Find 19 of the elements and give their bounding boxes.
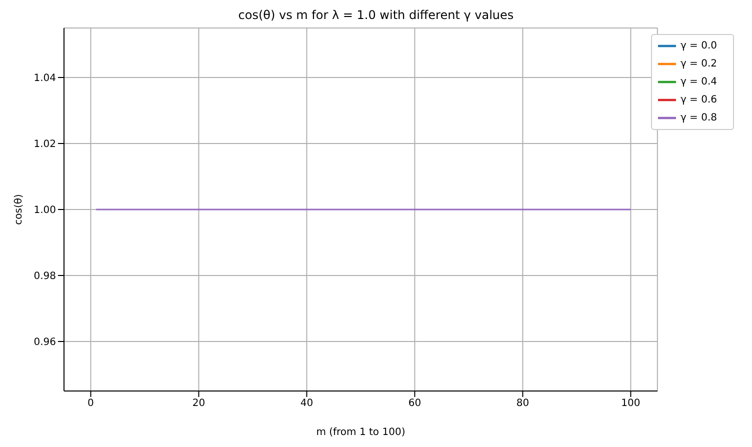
y-tick-label: 0.98	[34, 271, 56, 282]
legend-label: γ = 0.8	[680, 112, 717, 124]
x-tick-label: 60	[408, 398, 422, 410]
x-axis-title: m (from 1 to 100)	[316, 427, 406, 438]
y-tick-label: 1.00	[34, 205, 56, 216]
legend-label: γ = 0.4	[680, 76, 717, 88]
x-tick-label: 80	[516, 398, 530, 410]
legend-label: γ = 0.2	[680, 58, 717, 70]
x-tick-label: 40	[300, 398, 314, 410]
y-tick-label: 1.02	[34, 139, 56, 150]
x-tick-label: 0	[88, 398, 94, 410]
x-tick-label: 100	[621, 398, 640, 410]
chart-title: cos(θ) vs m for λ = 1.0 with different γ values	[237, 8, 515, 24]
y-axis-title: cos(θ)	[14, 194, 25, 225]
y-tick-label: 1.04	[34, 73, 56, 84]
y-tick-label: 0.96	[34, 337, 56, 348]
x-tick-label: 20	[192, 398, 206, 410]
legend-label: γ = 0.6	[680, 94, 717, 106]
legend-label: γ = 0.0	[680, 40, 717, 52]
